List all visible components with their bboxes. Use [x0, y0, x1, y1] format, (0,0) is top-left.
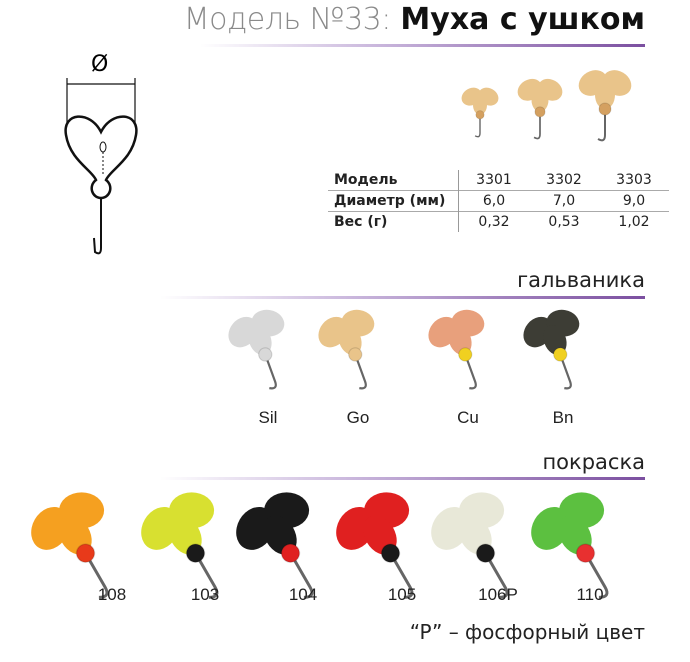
galvanic-divider — [160, 296, 645, 299]
lure-galvanic-Go — [318, 309, 375, 390]
lure-paint-110 — [531, 492, 609, 599]
table-cell: 0,32 — [458, 211, 529, 232]
paint-heading: покраска — [542, 450, 645, 474]
galvanic-heading: гальваника — [517, 268, 645, 292]
table-cell: 6,0 — [458, 190, 529, 212]
row-label: Вес (г) — [334, 214, 388, 230]
paint-code: 104 — [288, 585, 318, 604]
table-row: Диаметр (мм) 6,0 7,0 9,0 — [328, 190, 669, 212]
paint-code: 110 — [576, 585, 604, 604]
paint-code: 106P — [478, 585, 518, 604]
product-photo-3301 — [461, 87, 499, 138]
lure-paint-104 — [236, 492, 314, 599]
footnote: “P” – фосфорный цвет — [409, 620, 645, 644]
row-label: Диаметр (мм) — [334, 193, 446, 209]
lure-galvanic-Cu — [428, 309, 485, 390]
galvanic-code: Bn — [552, 408, 574, 427]
lure-paint-103 — [141, 492, 219, 599]
paint-code: 103 — [190, 585, 220, 604]
lure-galvanic-Bn — [523, 309, 580, 390]
galvanic-code: Go — [346, 408, 370, 427]
product-photo-3302 — [517, 78, 563, 140]
table-cell: 3303 — [616, 172, 652, 188]
table-row: Вес (г) 0,32 0,53 1,02 — [328, 211, 669, 232]
paint-code: 108 — [97, 585, 127, 604]
galvanic-code: Sil — [258, 408, 278, 427]
table-cell: 7,0 — [552, 193, 576, 209]
table-cell: 3302 — [546, 172, 582, 188]
specs-table: Модель 3301 3302 3303 Диаметр (мм) 6,0 7,0 9,0 В… — [328, 170, 669, 232]
diameter-symbol: Ø — [91, 52, 109, 77]
lure-paint-105 — [336, 492, 414, 599]
lure-paint-106P — [431, 492, 509, 599]
table-cell: 3301 — [458, 170, 529, 191]
lure-galvanic-Sil — [228, 309, 285, 390]
table-cell: 0,53 — [548, 214, 580, 230]
paint-divider — [160, 477, 645, 480]
title-divider — [200, 44, 645, 47]
product-photo-3303 — [578, 70, 632, 142]
model-number: Модель №33: — [183, 2, 392, 37]
table-row: Модель 3301 3302 3303 — [328, 170, 669, 191]
row-label: Модель — [334, 172, 398, 188]
table-cell: 9,0 — [622, 193, 646, 209]
table-cell: 1,02 — [618, 214, 650, 230]
galvanic-code: Cu — [457, 408, 479, 427]
lure-paint-108 — [31, 492, 109, 599]
model-name: Муха с ушком — [400, 2, 645, 37]
paint-code: 105 — [387, 585, 417, 604]
schematic-drawing — [64, 78, 138, 255]
page-title: Модель №33: Муха с ушком — [184, 2, 645, 37]
